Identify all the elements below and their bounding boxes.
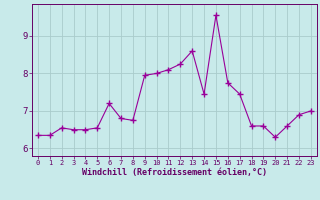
X-axis label: Windchill (Refroidissement éolien,°C): Windchill (Refroidissement éolien,°C) xyxy=(82,168,267,177)
